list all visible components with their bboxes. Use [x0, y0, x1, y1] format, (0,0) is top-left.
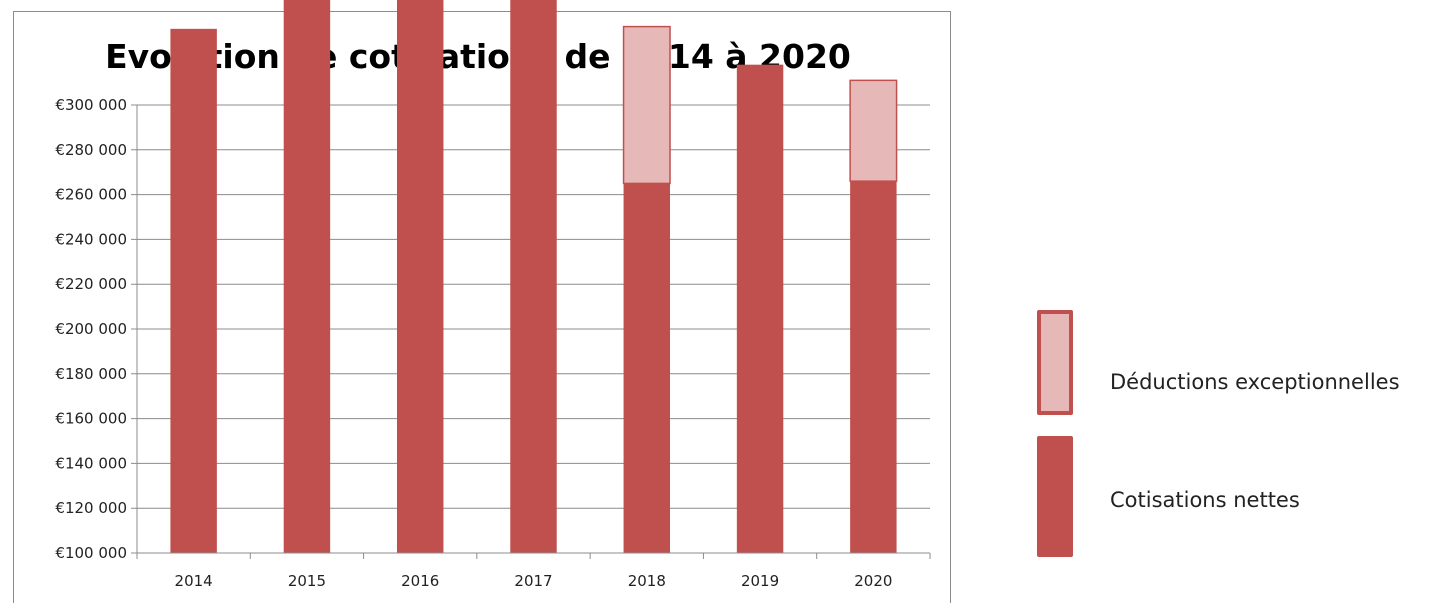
- x-tick-label: 2020: [854, 572, 892, 590]
- x-tick-label: 2017: [514, 572, 552, 590]
- y-tick-label: €280 000: [55, 141, 127, 159]
- y-tick-label: €200 000: [55, 320, 127, 338]
- legend-label-cotisations: Cotisations nettes: [1110, 488, 1300, 512]
- y-tick-label: €100 000: [55, 544, 127, 562]
- x-tick-label: 2014: [175, 572, 213, 590]
- y-tick-label: €300 000: [55, 96, 127, 114]
- y-tick-label: €220 000: [55, 275, 127, 293]
- bar-cotisations-nettes: [623, 183, 671, 553]
- y-tick-label: €240 000: [55, 230, 127, 248]
- bar-cotisations-nettes: [736, 64, 784, 554]
- axes: €100 000 €120 000 €140 000 €160 000 €180 000…: [55, 96, 931, 590]
- bar-cotisations-nettes: [396, 0, 444, 554]
- x-tick-label: 2015: [288, 572, 326, 590]
- y-tick-label: €260 000: [55, 186, 127, 204]
- bars: [170, 0, 898, 554]
- y-tick-label: €160 000: [55, 410, 127, 428]
- y-tick-label: €120 000: [55, 499, 127, 517]
- bar-cotisations-nettes: [850, 181, 897, 553]
- bar-deductions-exceptionnelles: [849, 79, 898, 182]
- bar-cotisations-nettes: [283, 0, 331, 554]
- bar-deductions-exceptionnelles: [622, 25, 671, 185]
- bar-cotisations-nettes: [510, 0, 557, 554]
- legend-label-deductions: Déductions exceptionnelles: [1110, 370, 1400, 394]
- bar-cotisations-nettes: [170, 28, 217, 553]
- x-tick-label: 2018: [628, 572, 666, 590]
- x-tick-label: 2019: [741, 572, 779, 590]
- x-tick-label: 2016: [401, 572, 439, 590]
- legend-swatch-deductions: [1037, 310, 1073, 415]
- bar-chart: Evolution de cotisations de 2014 à 2020 …: [55, 0, 931, 590]
- y-tick-label: €180 000: [55, 365, 127, 383]
- y-tick-label: €140 000: [55, 454, 127, 472]
- chart-frame: [13, 11, 951, 603]
- legend-swatch-cotisations: [1037, 436, 1073, 557]
- chart-title: Evolution de cotisations de 2014 à 2020: [105, 37, 851, 76]
